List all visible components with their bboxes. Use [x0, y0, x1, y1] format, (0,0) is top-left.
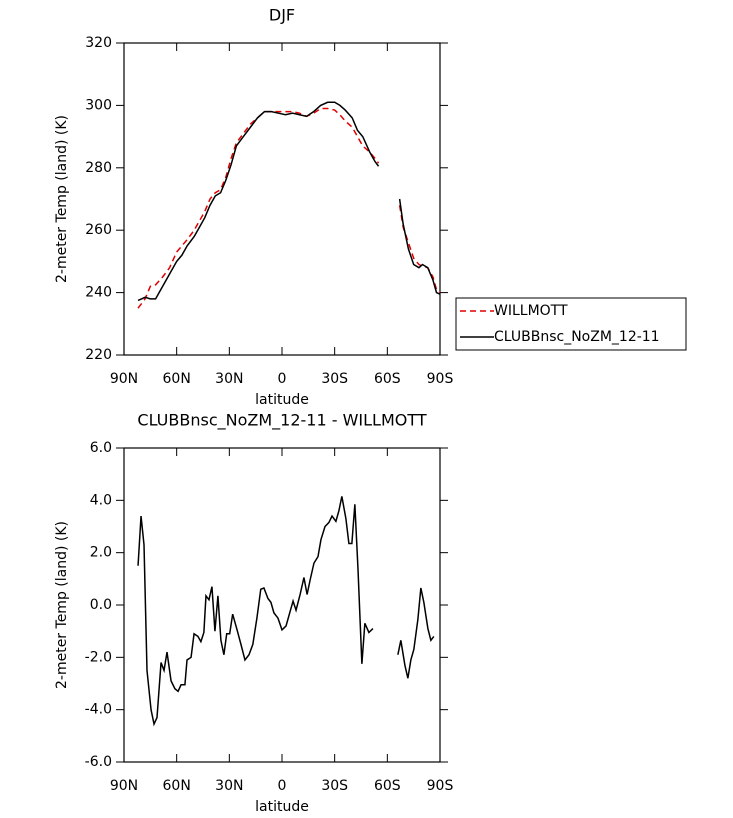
legend-label: WILLMOTT — [494, 303, 568, 319]
legend-label: CLUBBnsc_NoZM_12-11 — [494, 329, 660, 345]
x-tick-label: 60N — [163, 778, 191, 794]
y-tick-label: 240 — [85, 285, 112, 301]
y-tick-label: -4.0 — [85, 702, 112, 718]
x-axis-label: latitude — [255, 392, 309, 408]
x-tick-label: 60N — [163, 371, 191, 387]
x-axis-label: latitude — [255, 799, 309, 815]
x-tick-label: 30N — [215, 778, 243, 794]
x-tick-label: 90N — [110, 371, 138, 387]
plot-frame — [123, 42, 441, 356]
x-tick-label: 90S — [427, 371, 454, 387]
y-tick-label: 6.0 — [90, 440, 112, 456]
y-tick-label: 300 — [85, 97, 112, 113]
data-line — [137, 107, 441, 309]
x-tick-label: 0 — [278, 778, 287, 794]
y-tick-label: 2.0 — [90, 545, 112, 561]
data-line — [137, 496, 435, 727]
chart-title: DJF — [269, 6, 295, 25]
legend-box — [455, 297, 687, 351]
x-tick-label: 90N — [110, 778, 138, 794]
x-tick-label: 30S — [321, 371, 348, 387]
y-axis-label: 2-meter Temp (land) (K) — [54, 521, 70, 689]
x-tick-label: 0 — [278, 371, 287, 387]
y-tick-label: -2.0 — [85, 649, 112, 665]
y-tick-label: 320 — [85, 35, 112, 51]
y-tick-label: 0.0 — [90, 597, 112, 613]
y-tick-label: 280 — [85, 160, 112, 176]
y-tick-label: -6.0 — [85, 754, 112, 770]
x-tick-label: 90S — [427, 778, 454, 794]
x-tick-label: 60S — [374, 371, 401, 387]
x-tick-label: 60S — [374, 778, 401, 794]
y-axis-label: 2-meter Temp (land) (K) — [54, 115, 70, 283]
chart-title: CLUBBnsc_NoZM_12-11 - WILLMOTT — [137, 411, 426, 431]
y-tick-label: 220 — [85, 347, 112, 363]
y-tick-label: 260 — [85, 222, 112, 238]
x-tick-label: 30S — [321, 778, 348, 794]
y-tick-label: 4.0 — [90, 492, 112, 508]
plot-frame — [123, 447, 441, 763]
data-line — [137, 101, 441, 302]
x-tick-label: 30N — [215, 371, 243, 387]
